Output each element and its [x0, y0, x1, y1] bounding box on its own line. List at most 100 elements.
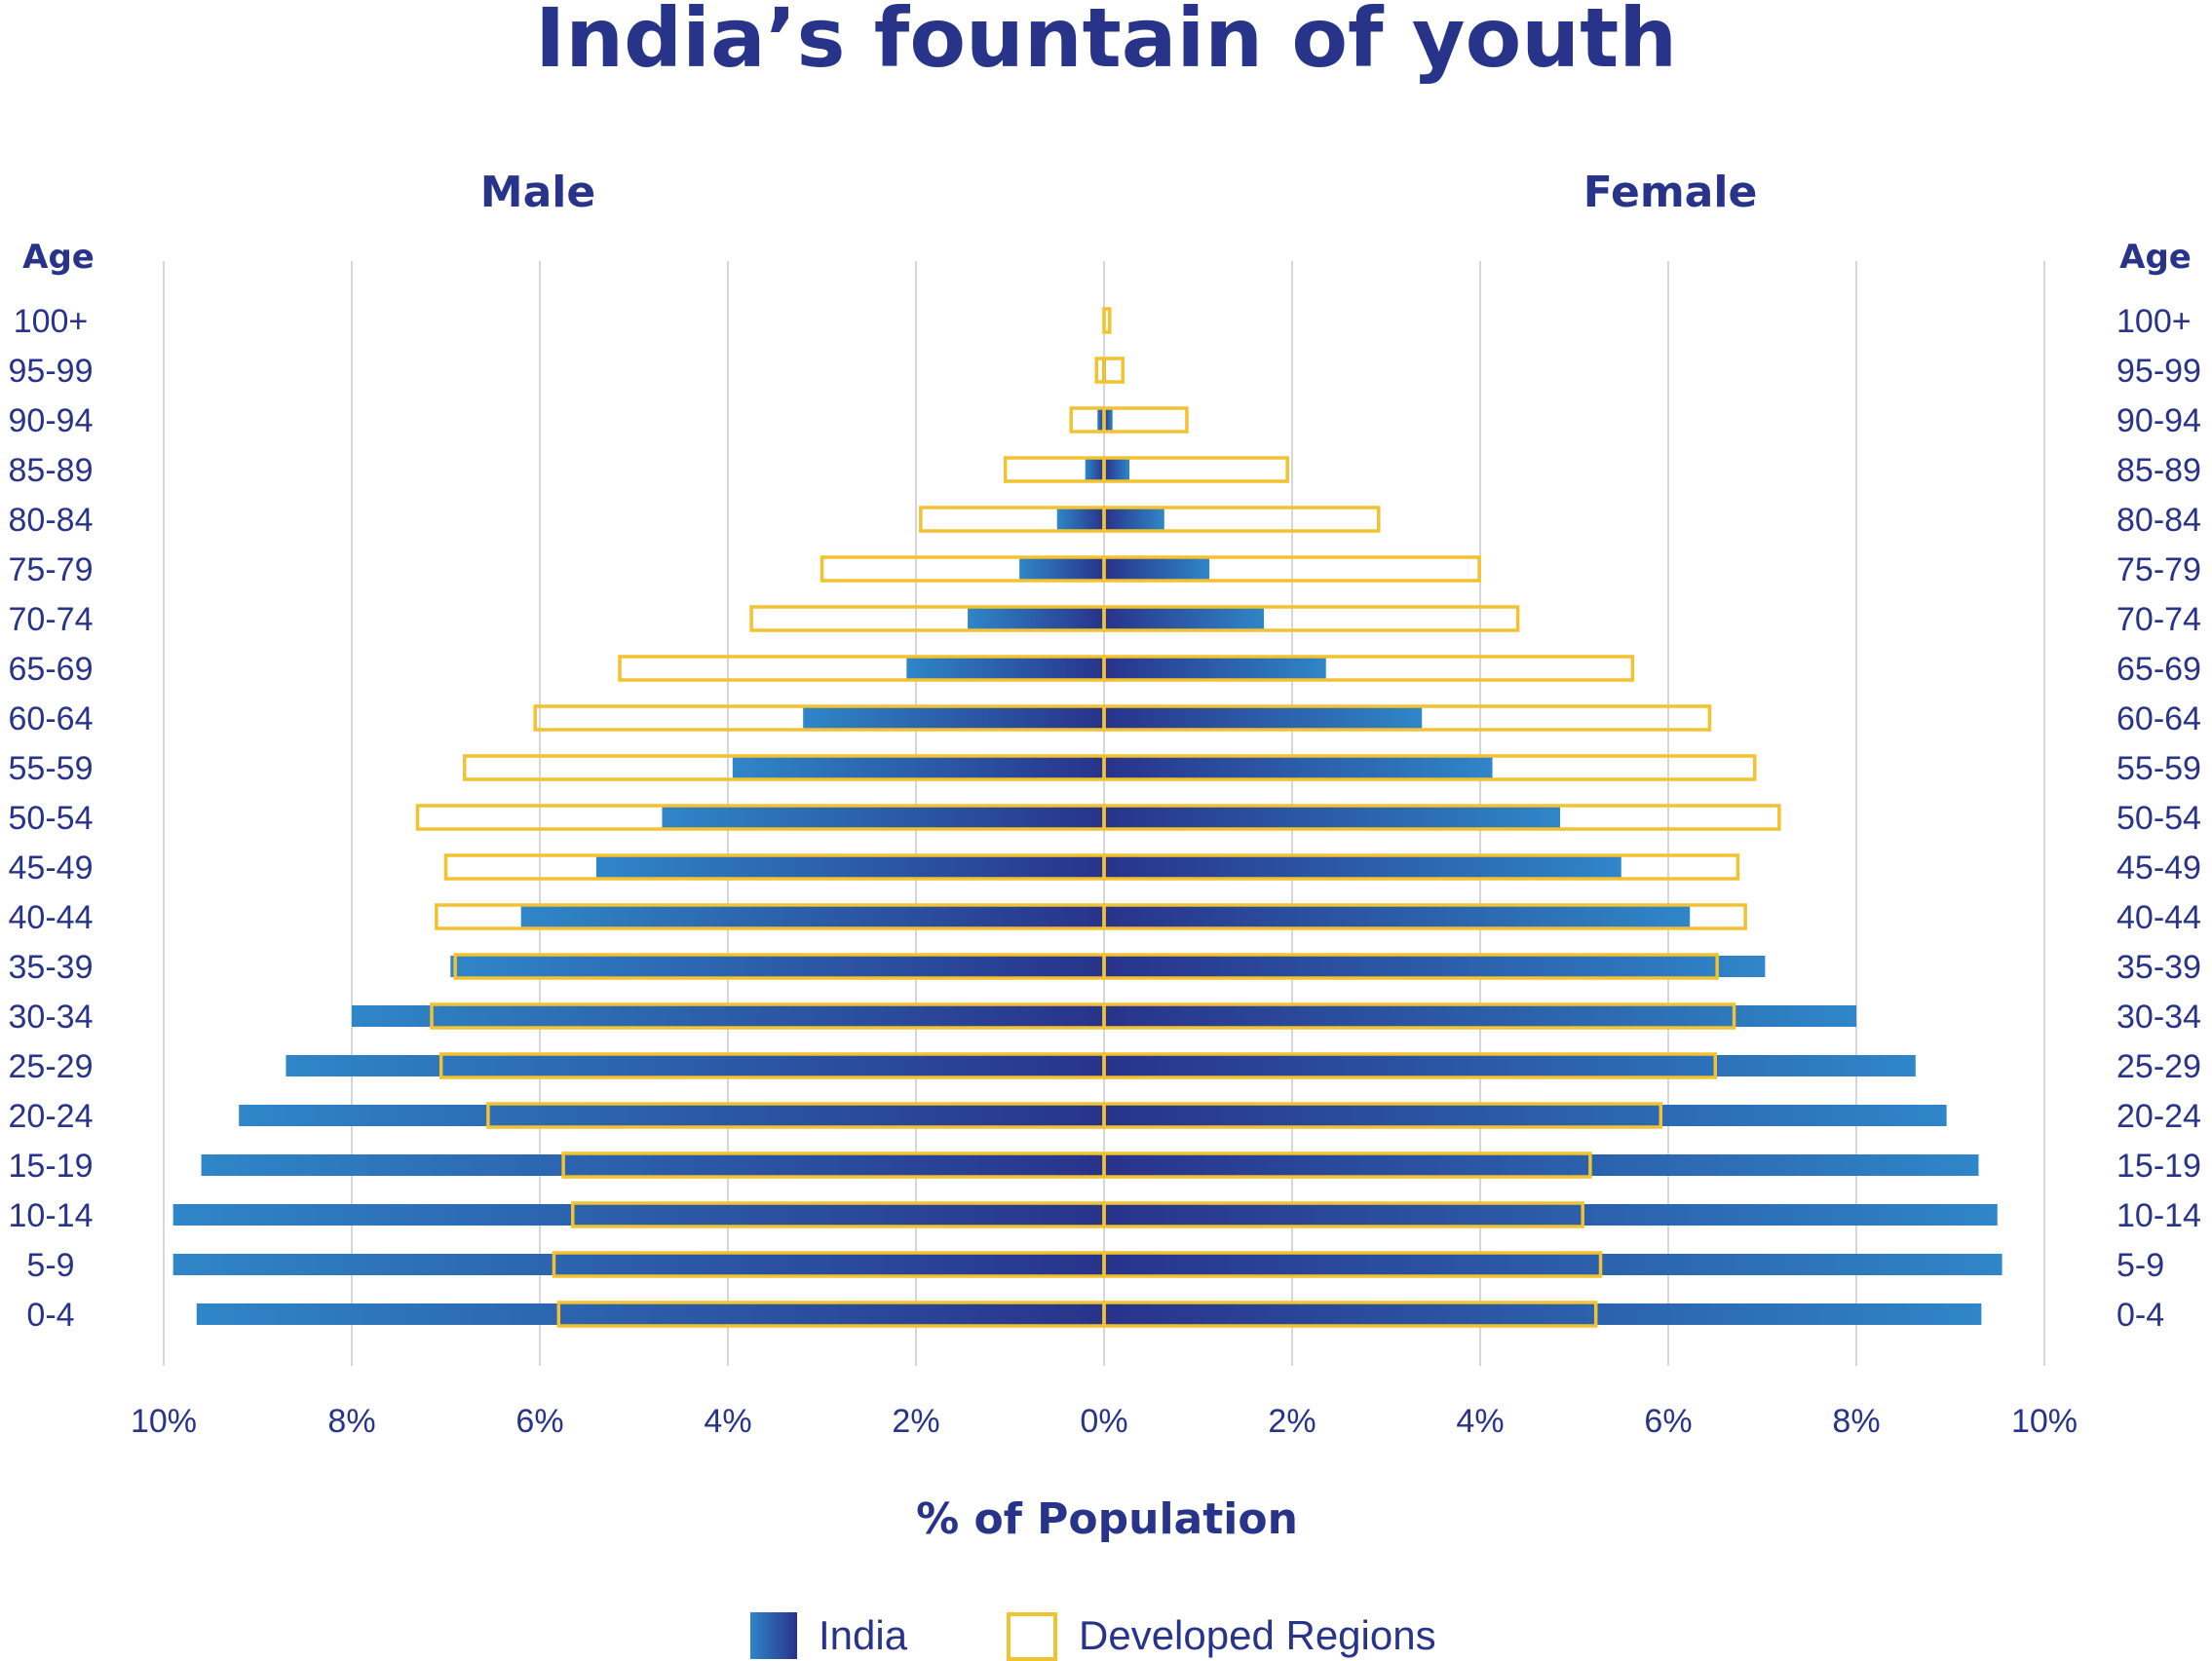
bar-developed-female-30-34	[1102, 1002, 1736, 1030]
bar-india-male-80-84	[1056, 509, 1104, 530]
age-header-left: Age	[22, 238, 95, 277]
bar-developed-female-85-89	[1102, 456, 1289, 483]
bar-developed-female-100+	[1102, 307, 1112, 334]
bar-india-female-60-64	[1104, 707, 1423, 729]
bar-developed-female-80-84	[1102, 506, 1381, 533]
bar-developed-female-40-44	[1102, 903, 1747, 930]
age-label-left: 25-29	[9, 1048, 94, 1085]
bar-india-female-80-84	[1104, 509, 1164, 530]
bar-india-male-90-94	[1097, 409, 1104, 431]
x-tick-label: 0%	[1080, 1403, 1127, 1440]
legend-label-developed: Developed Regions	[1079, 1612, 1436, 1658]
age-label-left: 90-94	[9, 402, 94, 439]
legend-label-india: India	[819, 1612, 908, 1658]
bar-india-female-50-54	[1104, 807, 1561, 828]
age-label-left: 85-89	[9, 452, 94, 489]
age-label-left: 50-54	[9, 800, 94, 837]
age-label-right: 35-39	[2117, 949, 2201, 986]
x-tick-label: 4%	[704, 1403, 751, 1440]
bar-india-male-5-9	[172, 1254, 1104, 1275]
x-tick-label: 10%	[131, 1403, 197, 1440]
age-label-left: 5-9	[26, 1247, 74, 1284]
bar-india-male-20-24	[239, 1105, 1104, 1126]
bar-developed-female-50-54	[1102, 804, 1781, 831]
x-tick-label: 8%	[1832, 1403, 1880, 1440]
age-label-left: 100+	[14, 303, 89, 340]
bar-india-male-60-64	[803, 707, 1104, 729]
age-label-right: 60-64	[2117, 700, 2201, 737]
bar-india-male-65-69	[906, 658, 1104, 679]
age-label-left: 35-39	[9, 949, 94, 986]
bar-india-female-90-94	[1104, 409, 1113, 431]
bar-developed-female-65-69	[1102, 655, 1635, 682]
bar-developed-female-45-49	[1102, 853, 1740, 881]
bar-india-female-0-4	[1104, 1303, 1982, 1325]
bar-india-male-10-14	[172, 1204, 1104, 1226]
bar-developed-female-55-59	[1102, 754, 1757, 781]
bar-developed-female-5-9	[1102, 1251, 1603, 1278]
age-label-right: 45-49	[2117, 849, 2201, 887]
age-label-right: 95-99	[2117, 353, 2201, 390]
legend: India Developed Regions	[750, 1612, 1436, 1661]
bar-india-female-75-79	[1104, 558, 1210, 580]
bar-india-female-35-39	[1104, 956, 1766, 977]
age-label-right: 65-69	[2117, 651, 2201, 688]
x-tick-label: 4%	[1456, 1403, 1504, 1440]
bars	[172, 307, 2002, 1328]
age-label-left: 30-34	[9, 999, 94, 1036]
bar-india-male-40-44	[520, 906, 1104, 927]
bar-developed-female-25-29	[1102, 1052, 1717, 1079]
bar-india-female-15-19	[1104, 1154, 1979, 1176]
age-label-right: 50-54	[2117, 800, 2201, 837]
bar-india-female-85-89	[1104, 459, 1130, 480]
age-label-left: 75-79	[9, 551, 94, 588]
age-label-left: 10-14	[9, 1197, 94, 1234]
age-label-left: 95-99	[9, 353, 94, 390]
bar-india-female-10-14	[1104, 1204, 1998, 1226]
bar-india-male-75-79	[1019, 558, 1104, 580]
age-label-right: 40-44	[2117, 899, 2201, 936]
age-labels: 100+ 100+ 95-99 95-99 90-94 90-94 85-89 85-89 80…	[9, 303, 2201, 1334]
bar-developed-female-75-79	[1102, 555, 1481, 583]
x-tick-label: 2%	[892, 1403, 939, 1440]
age-label-right: 70-74	[2117, 601, 2201, 638]
age-label-right: 100+	[2117, 303, 2192, 340]
bar-india-female-25-29	[1104, 1055, 1916, 1076]
x-tick-label: 8%	[327, 1403, 375, 1440]
age-label-left: 65-69	[9, 651, 94, 688]
bar-india-male-85-89	[1085, 459, 1104, 480]
bar-india-female-45-49	[1104, 856, 1621, 878]
male-label: Male	[480, 168, 595, 217]
age-label-right: 55-59	[2117, 750, 2201, 787]
bar-india-female-65-69	[1104, 658, 1326, 679]
bar-india-male-55-59	[732, 757, 1104, 778]
age-label-left: 55-59	[9, 750, 94, 787]
x-tick-label: 2%	[1268, 1403, 1316, 1440]
age-label-right: 25-29	[2117, 1048, 2201, 1085]
age-label-left: 0-4	[26, 1297, 74, 1334]
bar-developed-female-95-99	[1102, 357, 1125, 384]
legend-swatch-developed	[1007, 1612, 1057, 1661]
legend-swatch-india	[750, 1612, 797, 1659]
bar-india-female-20-24	[1104, 1105, 1947, 1126]
age-label-right: 85-89	[2117, 452, 2201, 489]
age-label-right: 5-9	[2117, 1247, 2164, 1284]
age-header-right: Age	[2119, 238, 2192, 277]
x-axis-label: % of Population	[916, 1494, 1298, 1544]
bar-india-male-45-49	[595, 856, 1104, 878]
x-tick-label: 6%	[515, 1403, 563, 1440]
age-label-right: 90-94	[2117, 402, 2201, 439]
bar-india-male-0-4	[196, 1303, 1104, 1325]
bar-developed-female-20-24	[1102, 1102, 1663, 1129]
age-label-left: 40-44	[9, 899, 94, 936]
age-label-right: 75-79	[2117, 551, 2201, 588]
age-label-left: 70-74	[9, 601, 94, 638]
x-tick-labels: 10% 8% 6% 4% 2% 0% 2% 4% 6% 8% 10%	[131, 1403, 2078, 1440]
bar-india-male-70-74	[968, 608, 1104, 629]
age-label-left: 80-84	[9, 502, 94, 539]
bar-india-male-30-34	[352, 1005, 1104, 1027]
x-tick-label: 10%	[2011, 1403, 2078, 1440]
chart-title: India’s fountain of youth	[535, 0, 1677, 86]
age-label-right: 15-19	[2117, 1148, 2201, 1185]
